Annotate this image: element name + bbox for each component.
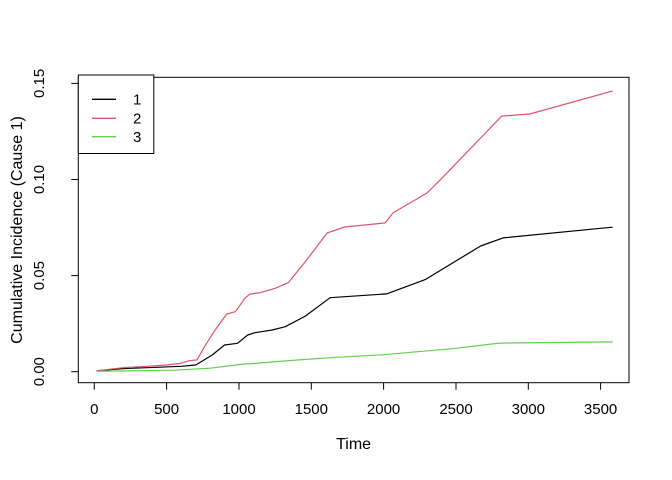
legend-label-3: 3 [133, 129, 141, 146]
x-axis-tick-labels: 0 500 1000 1500 2000 2500 3000 3500 [90, 401, 617, 418]
legend-label-2: 2 [133, 111, 141, 128]
plot-series [96, 90, 613, 372]
x-tick-label: 3000 [512, 401, 545, 418]
x-tick-label: 500 [154, 401, 179, 418]
series-line-2 [96, 90, 613, 372]
series-line-1 [96, 226, 613, 372]
x-tick-label: 1000 [222, 401, 255, 418]
x-tick-label: 0 [90, 401, 98, 418]
y-axis-tick-labels: 0.00 0.05 0.10 0.15 [31, 69, 48, 387]
x-tick-label: 3500 [584, 401, 617, 418]
legend-box [77, 74, 155, 154]
x-tick-label: 2000 [367, 401, 400, 418]
y-tick-label: 0.15 [31, 69, 48, 98]
y-axis-title: Cumulative Incidence (Cause 1) [9, 116, 26, 344]
plot-border [77, 76, 630, 384]
series-line-3 [96, 341, 613, 372]
y-tick-label: 0.05 [31, 261, 48, 290]
x-tick-label: 1500 [295, 401, 328, 418]
legend-label-1: 1 [133, 92, 141, 109]
y-axis-ticks [71, 82, 79, 373]
x-axis-title: Time [336, 436, 371, 453]
legend: 1 2 3 [77, 74, 155, 154]
y-tick-label: 0.10 [31, 165, 48, 194]
x-tick-label: 2500 [439, 401, 472, 418]
x-axis-ticks [93, 382, 602, 390]
y-tick-label: 0.00 [31, 357, 48, 386]
